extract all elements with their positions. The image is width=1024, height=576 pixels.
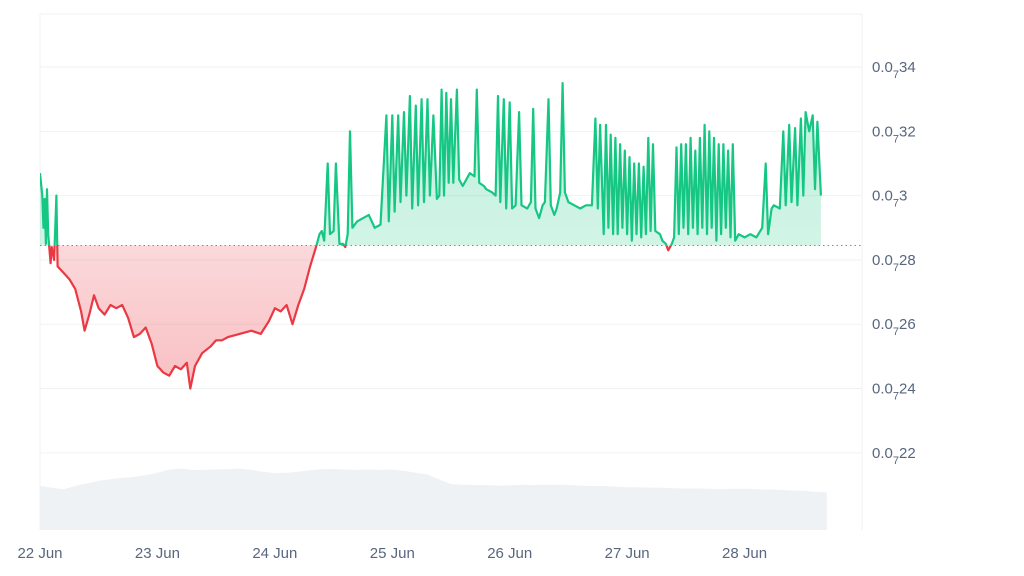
y-tick-label-5: 0.0732 [872,123,916,145]
y-axis-ticks: 0.0722 0.0724 0.0726 0.0728 0.073 0.0732 0.073… [872,59,916,467]
x-tick-label-4: 26 Jun [487,545,532,562]
x-tick-label-0: 22 Jun [17,545,62,562]
price-line [40,82,822,390]
x-axis-ticks: 22 Jun 23 Jun 24 Jun 25 Jun 26 Jun 27 Jun 28 J… [17,545,767,562]
volume-area [40,468,827,530]
volume-area-shape [40,468,827,530]
y-tick-label-3: 0.0728 [872,252,916,274]
area-below-baseline [40,245,821,389]
y-tick-label-1: 0.0724 [872,381,916,403]
y-tick-label-4: 0.073 [872,188,907,210]
x-tick-label-5: 27 Jun [605,545,650,562]
y-tick-label-6: 0.0734 [872,59,916,81]
x-tick-label-3: 25 Jun [370,545,415,562]
x-tick-label-2: 24 Jun [252,545,297,562]
x-tick-label-6: 28 Jun [722,545,767,562]
line-below-baseline [48,245,673,390]
y-tick-label-2: 0.0726 [872,316,916,338]
line-above-baseline [40,82,822,246]
x-tick-label-1: 23 Jun [135,545,180,562]
y-tick-label-0: 0.0722 [872,445,916,467]
